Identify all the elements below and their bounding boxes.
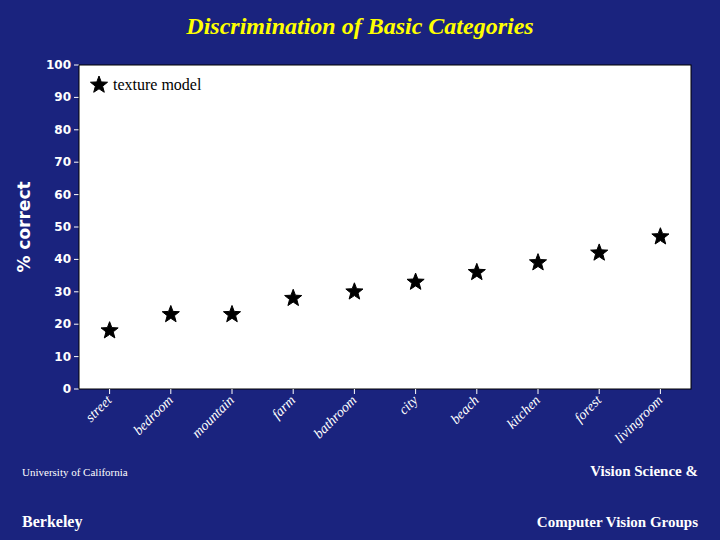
point [652, 228, 669, 244]
legend-label: texture model [113, 76, 202, 93]
y-tick-label: 100 [46, 58, 71, 72]
y-tick-label: 0 [63, 382, 71, 396]
x-tick [599, 389, 600, 394]
y-tick [74, 389, 79, 390]
point [591, 244, 608, 260]
x-tick-label: beach [448, 393, 482, 427]
x-tick [109, 389, 110, 394]
y-tick [74, 227, 79, 228]
point [101, 322, 118, 338]
plot-area [79, 65, 691, 389]
x-tick-label: bedroom [130, 393, 175, 438]
y-tick-label: 40 [54, 252, 71, 266]
y-tick [74, 194, 79, 195]
y-tick-label: 80 [54, 123, 71, 137]
point [223, 305, 240, 321]
y-tick [74, 356, 79, 357]
point [285, 289, 302, 305]
annotation: University of California [22, 466, 128, 478]
legend: texture model [90, 76, 202, 93]
y-tick [74, 259, 79, 260]
y-tick [74, 324, 79, 325]
x-tick [170, 389, 171, 394]
x-tick-label: forest [572, 392, 606, 426]
y-tick [74, 97, 79, 98]
x-tick [232, 389, 233, 394]
y-tick [74, 291, 79, 292]
y-tick-label: 70 [54, 155, 71, 169]
y-tick-label: 20 [54, 317, 71, 331]
x-tick-label: mountain [189, 393, 237, 441]
x-tick [660, 389, 661, 394]
x-tick-label: city [396, 392, 421, 417]
y-tick [74, 162, 79, 163]
y-tick-label: 10 [54, 350, 71, 364]
annotation: Berkeley [22, 513, 82, 531]
plot-frame [79, 65, 691, 389]
marks [101, 228, 669, 338]
point [346, 283, 363, 299]
y-tick-label: 50 [54, 220, 71, 234]
point [407, 273, 424, 289]
point [162, 305, 179, 321]
annotation: Computer Vision Groups [537, 514, 698, 530]
x-tick [538, 389, 539, 394]
x-tick [293, 389, 294, 394]
x-tick-label: farm [269, 393, 298, 422]
annotation: Vision Science & [590, 463, 698, 479]
legend-marker [90, 76, 107, 92]
x-tick-label: kitchen [504, 393, 543, 432]
x-tick [415, 389, 416, 394]
y-axis-label: % correct [14, 181, 34, 272]
chart: Discrimination of Basic Categories 0 10 20 3… [0, 0, 720, 540]
point [529, 254, 546, 270]
x-tick-label: street [82, 392, 115, 425]
title: Discrimination of Basic Categories [185, 13, 533, 39]
background [0, 0, 720, 540]
y-tick-label: 90 [54, 90, 71, 104]
x-tick-label: bathroom [311, 393, 360, 442]
y-tick [74, 65, 79, 66]
point [468, 263, 485, 279]
y-tick [74, 129, 79, 130]
y-tick-label: 30 [54, 285, 71, 299]
x-tick [354, 389, 355, 394]
y-tick-label: 60 [54, 188, 71, 202]
x-tick-label: livingroom [612, 393, 666, 447]
x-tick [476, 389, 477, 394]
